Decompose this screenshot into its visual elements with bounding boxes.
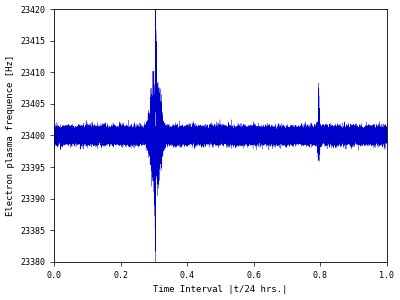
X-axis label: Time Interval |t/24 hrs.|: Time Interval |t/24 hrs.| (153, 285, 288, 294)
Y-axis label: Electron plasma frequence [Hz]: Electron plasma frequence [Hz] (6, 55, 14, 216)
